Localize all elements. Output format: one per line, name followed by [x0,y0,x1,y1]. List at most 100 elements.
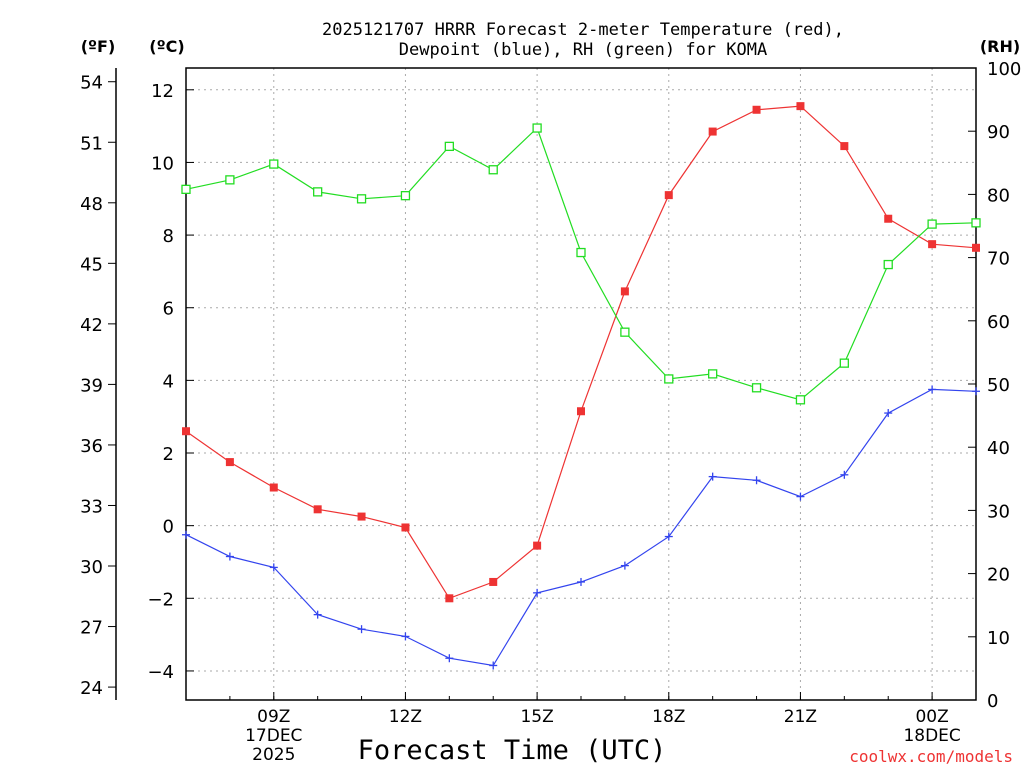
time-tick-year: 2025 [252,745,295,765]
chart-title-line1: 2025121707 HRRR Forecast 2-meter Tempera… [322,20,844,40]
time-tick-label: 21Z [784,707,817,727]
rh-point [576,247,586,258]
rh-tick-label: 70 [987,249,1010,270]
temperature-point [972,243,980,252]
temperature-point [533,541,542,550]
celsius-tick-label: 6 [163,299,174,320]
rh-point [488,165,498,175]
temperature-point [225,458,234,467]
temperature-point [620,287,629,296]
rh-tick-label: 50 [987,375,1010,396]
rh-point [971,218,981,228]
temperature-point [401,523,410,532]
rh-point [664,374,674,384]
dewpoint-point [752,476,761,485]
temperature-point [269,483,278,492]
dewpoint-point [796,492,805,501]
fahrenheit-tick-label: 30 [80,557,103,578]
dewpoint-point [972,387,980,396]
rh-tick-label: 30 [987,501,1010,522]
dewpoint-point [182,530,190,539]
rh-point [883,259,893,270]
dewpoint-point [269,563,278,572]
fahrenheit-tick-label: 24 [80,678,103,699]
fahrenheit-tick-label: 45 [80,254,103,275]
rh-point [751,383,762,393]
fahrenheit-tick-label: 27 [80,618,103,639]
temperature-point [489,577,498,586]
dewpoint-point [664,532,673,541]
rh-point [356,194,367,204]
rh-point [181,184,191,194]
time-tick-label: 18Z [652,707,685,727]
dewpoint-point [840,470,849,479]
time-tick-label: 00Z [915,707,948,727]
celsius-tick-label: 10 [151,153,174,174]
temperature-point [664,191,673,200]
fahrenheit-tick-label: 42 [80,315,103,336]
rh-tick-label: 40 [987,438,1010,459]
dewpoint-point [357,625,366,634]
unit-label-fahrenheit: (ºF) [81,37,116,56]
dewpoint-point [401,632,410,641]
dewpoint-point [708,472,717,481]
celsius-tick-label: −2 [147,589,174,610]
celsius-tick-label: 4 [163,371,174,392]
rh-point [313,187,323,197]
rh-point [400,191,411,201]
fahrenheit-tick-label: 36 [80,436,103,457]
time-tick-date: 18DEC [903,726,960,746]
temperature-point [445,594,454,603]
rh-point [620,327,630,337]
temperature-point [752,105,761,114]
time-tick-label: 12Z [389,707,422,727]
temperature-point [708,127,717,136]
plot-frame [185,67,977,701]
rh-point [444,141,454,152]
dewpoint-point [577,577,585,586]
rh-tick-label: 90 [987,122,1010,143]
rh-point [795,395,806,405]
rh-point [225,175,235,185]
rh-tick-label: 100 [987,59,1021,80]
dewpoint-point [620,561,629,570]
temperature-point [313,505,322,514]
dewpoint-point [445,654,454,663]
rh-tick-label: 20 [987,565,1010,586]
celsius-tick-label: 2 [163,444,174,465]
dewpoint-point [533,588,542,597]
rh-tick-label: 0 [987,691,998,712]
rh-point [839,358,849,368]
rh-point [927,219,937,229]
series-line-temperature [185,105,977,600]
fahrenheit-tick-label: 51 [80,133,103,154]
time-tick-label: 09Z [257,707,290,727]
dewpoint-point [928,385,937,394]
dewpoint-point [884,409,893,418]
temperature-point [357,512,366,521]
celsius-axis: 12 10 8 6 4 2 0 −2 −4 [147,81,194,683]
chart-title-line2: Dewpoint (blue), RH (green) for KOMA [399,40,767,60]
rh-axis: 0 10 20 30 40 50 60 70 80 90 100 [968,59,1021,712]
fahrenheit-axis: 54 51 48 45 42 39 36 33 30 27 24 [80,73,116,699]
unit-label-celsius: (ºC) [149,37,184,56]
temperature-point [577,407,585,416]
rh-tick-label: 60 [987,312,1010,333]
gridlines [186,68,976,700]
credit-link[interactable]: coolwx.com/models [849,747,1013,766]
time-tick-date: 17DEC [245,726,302,746]
series-line-dewpoint [185,388,977,667]
dewpoint-point [313,610,322,619]
x-axis-title: Forecast Time (UTC) [358,735,667,766]
fahrenheit-tick-label: 33 [80,496,103,517]
celsius-tick-label: −4 [147,662,174,683]
temperature-point [884,214,893,223]
time-tick-label: 15Z [520,707,553,727]
fahrenheit-tick-label: 39 [80,375,103,396]
temperature-point [796,102,805,111]
data-series [181,102,981,670]
temperature-point [182,427,190,436]
celsius-tick-label: 8 [163,226,174,247]
